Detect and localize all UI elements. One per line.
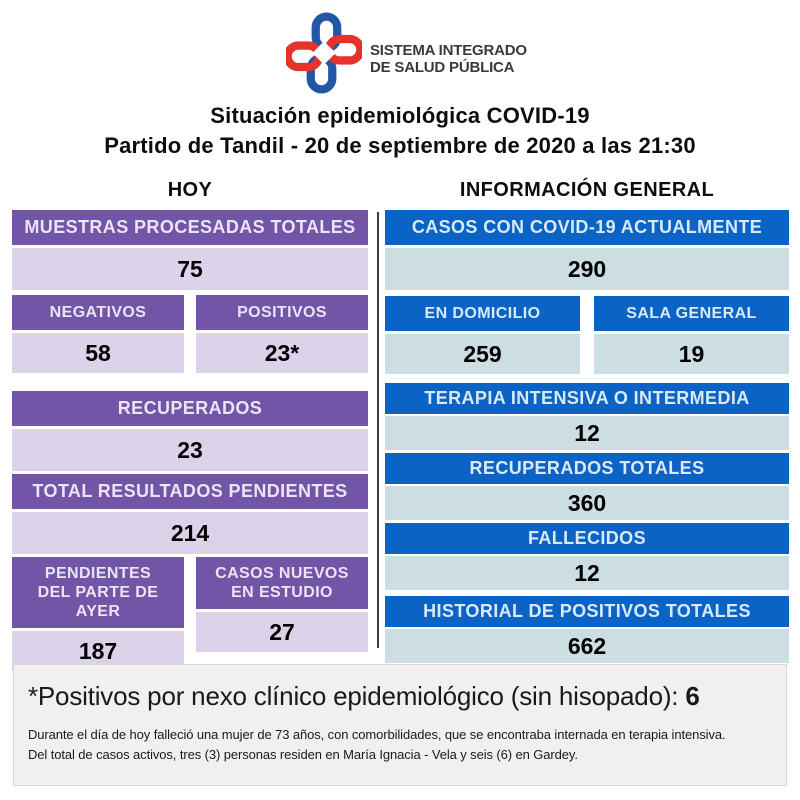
stat-negativos-value: 58 <box>12 333 184 373</box>
stat-historial-positivos-value: 662 <box>385 629 789 663</box>
stat-casos-actuales: CASOS CON COVID-19 ACTUALMENTE 290 <box>385 210 789 290</box>
stat-pendientes-totales-value: 214 <box>12 512 368 554</box>
stat-fallecidos-value: 12 <box>385 556 789 590</box>
stat-recuperados-value: 23 <box>12 429 368 471</box>
stat-recuperados-totales-label: RECUPERADOS TOTALES <box>385 453 789 484</box>
footnote-detail-2: Del total de casos activos, tres (3) per… <box>28 747 578 762</box>
general-split-row: EN DOMICILIO 259 SALA GENERAL 19 <box>385 296 789 374</box>
today-section: HOY MUESTRAS PROCESADAS TOTALES 75 NEGAT… <box>12 178 368 671</box>
stat-sala-general-label: SALA GENERAL <box>594 296 789 331</box>
stat-casos-actuales-value: 290 <box>385 248 789 290</box>
stat-negativos: NEGATIVOS 58 <box>12 295 184 373</box>
stat-casos-actuales-label: CASOS CON COVID-19 ACTUALMENTE <box>385 210 789 245</box>
general-info-heading: INFORMACIÓN GENERAL <box>459 179 715 201</box>
stat-negativos-label: NEGATIVOS <box>12 295 184 330</box>
brand-name-line1: SISTEMA INTEGRADO <box>370 42 527 59</box>
general-info-section: INFORMACIÓN GENERAL CASOS CON COVID-19 A… <box>385 178 789 663</box>
health-system-chain-cross-logo-icon <box>286 12 362 94</box>
stat-historial-positivos-label: HISTORIAL DE POSITIVOS TOTALES <box>385 596 789 627</box>
today-split-row: NEGATIVOS 58 POSITIVOS 23* <box>12 295 368 373</box>
stat-fallecidos: FALLECIDOS 12 <box>385 523 789 590</box>
brand-name-line2: DE SALUD PÚBLICA <box>370 59 515 76</box>
stat-pendientes-ayer-label: PENDIENTES DEL PARTE DE AYER <box>12 557 184 628</box>
stat-casos-nuevos-label: CASOS NUEVOS EN ESTUDIO <box>196 557 368 609</box>
stat-positivos-label: POSITIVOS <box>196 295 368 330</box>
page-title-line1: Situación epidemiológica COVID-19 <box>210 103 590 128</box>
footnote-main-line: *Positivos por nexo clínico epidemiológi… <box>28 681 772 711</box>
stat-positivos: POSITIVOS 23* <box>196 295 368 373</box>
stat-sala-general: SALA GENERAL 19 <box>594 296 789 374</box>
stat-muestras-value: 75 <box>12 248 368 290</box>
stat-fallecidos-label: FALLECIDOS <box>385 523 789 554</box>
stat-recuperados-label: RECUPERADOS <box>12 391 368 426</box>
brand-header: SISTEMA INTEGRADO DE SALUD PÚBLICA <box>286 12 527 94</box>
stat-en-domicilio-label: EN DOMICILIO <box>385 296 580 331</box>
stat-casos-nuevos-value: 27 <box>196 612 368 652</box>
footnote-asterisk-value: 6 <box>685 681 700 711</box>
brand-name: SISTEMA INTEGRADO DE SALUD PÚBLICA <box>370 42 527 76</box>
stat-terapia-value: 12 <box>385 416 789 450</box>
stat-casos-nuevos: CASOS NUEVOS EN ESTUDIO 27 <box>196 557 368 671</box>
page-title-line2: Partido de Tandil - 20 de septiembre de … <box>104 133 696 158</box>
column-divider <box>377 212 379 648</box>
stat-pendientes-totales: TOTAL RESULTADOS PENDIENTES 214 <box>12 474 368 554</box>
page-title: Situación epidemiológica COVID-19 Partid… <box>0 101 800 161</box>
stat-sala-general-value: 19 <box>594 334 789 374</box>
stat-muestras-procesadas: MUESTRAS PROCESADAS TOTALES 75 <box>12 210 368 290</box>
today-heading: HOY <box>167 179 213 201</box>
stat-recuperados-totales-value: 360 <box>385 486 789 520</box>
stat-historial-positivos: HISTORIAL DE POSITIVOS TOTALES 662 <box>385 596 789 663</box>
today-split-row-2: PENDIENTES DEL PARTE DE AYER 187 CASOS N… <box>12 557 368 671</box>
stat-positivos-value: 23* <box>196 333 368 373</box>
footnote-asterisk-label: *Positivos por nexo clínico epidemiológi… <box>28 681 686 711</box>
stat-pendientes-totales-label: TOTAL RESULTADOS PENDIENTES <box>12 474 368 509</box>
stat-en-domicilio-value: 259 <box>385 334 580 374</box>
stat-muestras-label: MUESTRAS PROCESADAS TOTALES <box>12 210 368 245</box>
stat-terapia-label: TERAPIA INTENSIVA O INTERMEDIA <box>385 383 789 414</box>
footnote-box: *Positivos por nexo clínico epidemiológi… <box>13 664 787 786</box>
stat-pendientes-ayer: PENDIENTES DEL PARTE DE AYER 187 <box>12 557 184 671</box>
stat-recuperados-totales: RECUPERADOS TOTALES 360 <box>385 453 789 520</box>
stat-en-domicilio: EN DOMICILIO 259 <box>385 296 580 374</box>
footnote-detail-1: Durante el día de hoy falleció una mujer… <box>28 727 726 742</box>
stat-terapia: TERAPIA INTENSIVA O INTERMEDIA 12 <box>385 383 789 450</box>
stat-recuperados: RECUPERADOS 23 <box>12 391 368 471</box>
